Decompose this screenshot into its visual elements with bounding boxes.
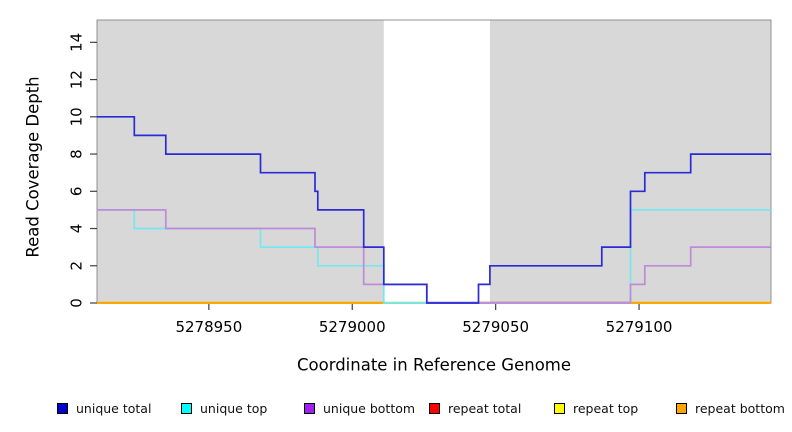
x-axis-tick-label: 5279000	[319, 318, 386, 336]
legend-item-unique-bottom: unique bottom	[304, 400, 416, 416]
y-axis-tick-label: 4	[68, 224, 86, 234]
legend-item-repeat-top: repeat top	[554, 400, 639, 416]
legend-swatch-repeat-total	[429, 402, 440, 414]
y-axis-tick-label: 2	[68, 261, 86, 271]
y-axis-tick-label: 0	[68, 298, 86, 308]
y-axis-tick-label: 12	[68, 70, 86, 89]
y-axis-tick-label: 6	[68, 187, 86, 197]
x-axis-tick-label: 5279100	[606, 318, 673, 336]
y-axis-tick-label: 8	[68, 149, 86, 159]
series-line-unique-total	[97, 115, 771, 304]
y-axis-label: Read Coverage Depth	[23, 76, 43, 258]
legend-swatch-repeat-top	[554, 402, 565, 414]
x-axis-label: Coordinate in Reference Genome	[296, 355, 572, 375]
legend-label: repeat bottom	[695, 400, 785, 416]
legend-item-repeat-bottom: repeat bottom	[676, 400, 785, 416]
legend-label: unique top	[200, 400, 268, 416]
legend-swatch-unique-total	[57, 402, 68, 414]
x-axis-tick-label: 5278950	[175, 318, 242, 336]
y-axis-tick-label: 14	[68, 33, 86, 52]
legend-item-unique-top: unique top	[181, 400, 268, 416]
y-axis-tick-label: 10	[68, 107, 86, 126]
legend-swatch-unique-top	[181, 402, 192, 414]
legend-label: unique bottom	[323, 400, 416, 416]
legend-swatch-repeat-bottom	[676, 402, 687, 414]
legend-label: unique total	[76, 400, 152, 416]
legend-label: repeat top	[573, 400, 639, 416]
legend-label: repeat total	[448, 400, 522, 416]
legend-item-repeat-total: repeat total	[429, 400, 522, 416]
x-axis-tick-label: 5279050	[462, 318, 529, 336]
legend-swatch-unique-bottom	[304, 402, 315, 414]
zero-coverage-gap-region	[383, 20, 490, 303]
legend-item-unique-total: unique total	[57, 400, 152, 416]
